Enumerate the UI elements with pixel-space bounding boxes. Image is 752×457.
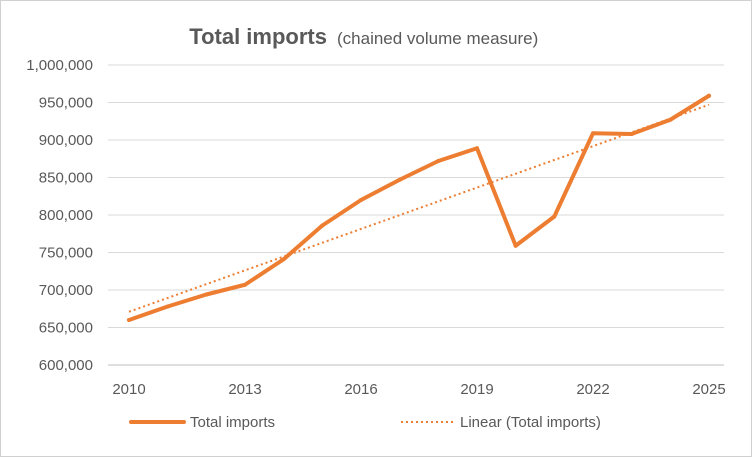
data-point	[629, 132, 634, 136]
chart-subtitle: (chained volume measure)	[337, 29, 538, 48]
data-point	[397, 177, 402, 182]
gridlines	[108, 64, 724, 366]
data-point	[165, 304, 170, 309]
data-point	[320, 223, 325, 228]
data-point	[204, 292, 209, 297]
legend-label-linear: Linear (Total imports)	[460, 414, 601, 431]
x-tick-label: 2010	[112, 381, 145, 398]
y-tick-label: 950,000	[39, 95, 93, 112]
y-tick-label: 900,000	[39, 132, 93, 149]
chart-title: Total imports	[189, 24, 327, 49]
y-tick-label: 650,000	[39, 320, 93, 337]
y-tick-label: 600,000	[39, 357, 93, 374]
data-point	[668, 117, 673, 122]
y-tick-label: 750,000	[39, 245, 93, 262]
series-layer	[127, 93, 711, 322]
data-point	[552, 214, 557, 219]
data-point	[127, 318, 131, 322]
data-point	[243, 282, 247, 287]
x-tick-label: 2025	[692, 381, 725, 398]
y-tick-label: 850,000	[39, 170, 93, 187]
data-point	[359, 198, 363, 202]
series-line-total-imports	[127, 93, 711, 322]
legend: Total imports Linear (Total imports)	[129, 414, 601, 431]
data-point	[281, 257, 286, 262]
y-tick-label: 1,000,000	[26, 57, 93, 74]
x-axis-ticks: 2010 2013 2016 2019 2022 2025	[112, 381, 725, 398]
data-point	[513, 243, 518, 248]
data-point	[436, 159, 441, 163]
legend-label-total-imports: Total imports	[190, 414, 275, 431]
x-tick-label: 2013	[228, 381, 261, 398]
y-tick-label: 700,000	[39, 282, 93, 299]
y-axis-ticks: 600,000 650,000 700,000 750,000 800,000 850,0…	[26, 57, 93, 374]
data-point	[707, 93, 711, 98]
data-point	[475, 146, 479, 151]
x-tick-label: 2022	[576, 381, 609, 398]
data-point	[591, 131, 595, 136]
x-tick-label: 2019	[460, 381, 493, 398]
y-tick-label: 800,000	[39, 207, 93, 224]
x-tick-label: 2016	[344, 381, 377, 398]
